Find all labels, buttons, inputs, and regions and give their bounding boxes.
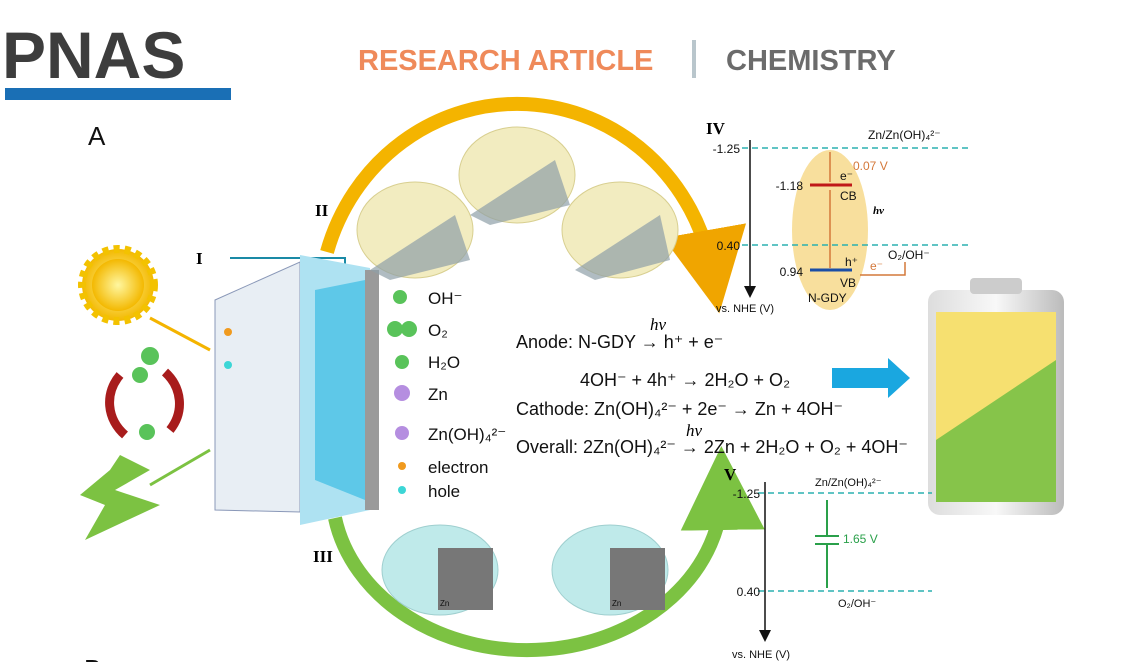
power-arrow bbox=[149, 448, 211, 487]
axis-label: vs. NHE (V) bbox=[716, 303, 774, 315]
hv-label: hv bbox=[873, 205, 884, 217]
legend-icon bbox=[395, 355, 409, 369]
logo-bar bbox=[5, 88, 231, 100]
electrode-face bbox=[315, 280, 365, 500]
level-value: -1.18 bbox=[776, 179, 804, 193]
electron-label: e⁻ bbox=[870, 259, 883, 273]
legend-label: H₂O bbox=[428, 353, 460, 372]
hv-label: hv bbox=[650, 315, 667, 334]
legend-label: O₂ bbox=[428, 321, 448, 340]
electron-label: e⁻ bbox=[840, 169, 853, 183]
level-value: 0.94 bbox=[780, 265, 804, 279]
section-label: RESEARCH ARTICLE bbox=[358, 45, 653, 77]
cycle-arrow bbox=[161, 368, 184, 433]
graphene-sheet bbox=[214, 261, 301, 513]
logo: PNAS bbox=[2, 18, 185, 92]
legend-icon bbox=[393, 290, 407, 304]
equation: Overall: 2Zn(OH)₄²⁻ → 2Zn + 2H₂O + O₂ + … bbox=[516, 437, 908, 457]
legend-icon bbox=[387, 321, 403, 337]
stage-label: III bbox=[313, 547, 333, 566]
axis-label: vs. NHE (V) bbox=[732, 649, 790, 661]
inset-label: Zn bbox=[612, 599, 621, 608]
cycle-arrow bbox=[105, 372, 129, 439]
zn-block bbox=[438, 548, 493, 610]
equation: Cathode: Zn(OH)₄²⁻ + 2e⁻ → Zn + 4OH⁻ bbox=[516, 399, 843, 419]
level-value: 0.40 bbox=[737, 585, 761, 599]
inset-graphic bbox=[575, 215, 670, 280]
level-value: -1.25 bbox=[713, 142, 741, 156]
panel-label: B bbox=[84, 654, 101, 662]
process-arc bbox=[328, 446, 765, 658]
inset-label: Zn bbox=[440, 599, 449, 608]
level-value: 0.40 bbox=[717, 239, 741, 253]
molecule bbox=[132, 367, 148, 383]
light-arrow bbox=[149, 316, 211, 352]
subject-label: CHEMISTRY bbox=[726, 45, 896, 77]
hv-label: hv bbox=[686, 421, 703, 440]
electron bbox=[224, 328, 232, 336]
transfer-arrow bbox=[860, 262, 906, 276]
legend-label: Zn(OH)₄²⁻ bbox=[428, 425, 506, 444]
molecule bbox=[139, 424, 155, 440]
couple-label: O₂/OH⁻ bbox=[838, 598, 876, 610]
legend-icon bbox=[398, 462, 406, 470]
stage-label: II bbox=[315, 201, 329, 220]
electrode-edge bbox=[365, 270, 379, 510]
material-label: N-GDY bbox=[808, 291, 847, 305]
legend-icon bbox=[394, 385, 410, 401]
lightning-icon bbox=[80, 455, 160, 540]
equation: 4OH⁻ + 4h⁺ → 2H₂O + O₂ bbox=[580, 370, 790, 390]
separator bbox=[692, 40, 696, 78]
legend-icon bbox=[398, 486, 406, 494]
gap-label: 0.07 V bbox=[853, 159, 888, 173]
legend-label: electron bbox=[428, 458, 488, 477]
hole bbox=[224, 361, 232, 369]
band-label: VB bbox=[840, 276, 856, 290]
inset-graphic bbox=[370, 215, 470, 280]
process-arc bbox=[320, 96, 746, 314]
stage-label: I bbox=[196, 249, 203, 268]
level-value: -1.25 bbox=[733, 487, 761, 501]
voltage-label: 1.65 V bbox=[843, 532, 878, 546]
legend-icon bbox=[401, 321, 417, 337]
legend-label: OH⁻ bbox=[428, 289, 462, 308]
couple-label: Zn/Zn(OH)₄²⁻ bbox=[815, 477, 882, 489]
zn-block bbox=[610, 548, 665, 610]
equation: Anode: N-GDY → h⁺ + e⁻ bbox=[516, 332, 723, 352]
panel-label: A bbox=[88, 121, 106, 151]
sun-icon bbox=[92, 259, 144, 311]
stage-label: V bbox=[724, 465, 737, 484]
couple-label: Zn/Zn(OH)₄²⁻ bbox=[868, 128, 941, 142]
molecule bbox=[141, 347, 159, 365]
flow-arrow bbox=[832, 358, 910, 398]
legend-icon bbox=[395, 426, 409, 440]
battery-cap bbox=[970, 278, 1022, 294]
hole-label: h⁺ bbox=[845, 255, 858, 269]
legend-label: hole bbox=[428, 482, 460, 501]
legend-label: Zn bbox=[428, 385, 448, 404]
band-label: CB bbox=[840, 189, 857, 203]
stage-label: IV bbox=[706, 119, 726, 138]
inset-graphic bbox=[470, 160, 570, 225]
battery-fill bbox=[936, 360, 1056, 502]
voltage-symbol bbox=[815, 500, 839, 588]
couple-label: O₂/OH⁻ bbox=[888, 248, 930, 262]
